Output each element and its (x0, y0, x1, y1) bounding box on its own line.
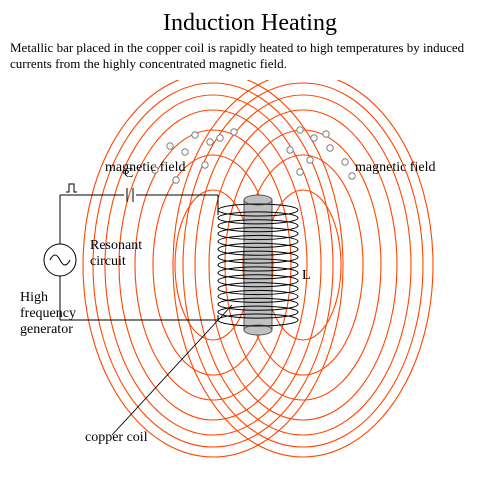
label-hf-generator-1: High (20, 290, 48, 306)
label-hf-generator-2: frequency (20, 306, 76, 322)
label-magnetic-field-left: magnetic field (105, 160, 185, 176)
pointer-line (112, 305, 232, 435)
diagram-svg (0, 80, 500, 500)
label-resonant-circuit: Resonant circuit (90, 238, 142, 270)
label-capacitor-C: C (124, 166, 133, 182)
label-magnetic-field-right: magnetic field (355, 160, 435, 176)
label-hf-generator-3: generator (20, 322, 73, 338)
page-subtitle: Metallic bar placed in the copper coil i… (10, 40, 490, 73)
pulse-icon (66, 184, 77, 192)
label-inductor-L: L (302, 268, 311, 284)
page-title: Induction Heating (0, 10, 500, 37)
page-root: Induction Heating Metallic bar placed in… (0, 0, 500, 500)
diagram-area: magnetic field magnetic field C L Resona… (0, 80, 500, 500)
label-copper-coil: copper coil (85, 430, 148, 446)
sine-wave-icon (50, 255, 70, 265)
